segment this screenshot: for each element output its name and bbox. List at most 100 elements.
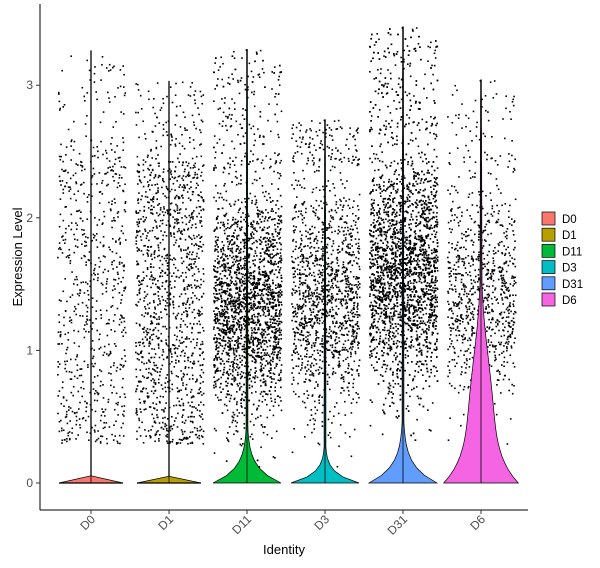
data-point xyxy=(244,274,246,277)
data-point xyxy=(99,309,102,311)
data-point xyxy=(236,421,238,424)
data-point xyxy=(136,260,138,263)
data-point xyxy=(192,177,194,179)
data-point xyxy=(148,307,150,310)
data-point xyxy=(143,300,145,302)
data-point xyxy=(188,264,190,266)
data-point xyxy=(117,157,120,159)
data-point xyxy=(188,251,191,253)
data-point xyxy=(231,369,234,371)
data-point xyxy=(269,216,271,218)
data-point xyxy=(60,300,62,302)
data-point xyxy=(270,306,273,308)
data-point xyxy=(224,215,226,218)
data-point xyxy=(275,336,278,339)
data-point xyxy=(278,294,280,296)
data-point xyxy=(215,307,217,309)
data-point xyxy=(280,347,282,350)
data-point xyxy=(229,340,231,343)
data-point xyxy=(301,358,303,360)
data-point xyxy=(103,351,106,354)
data-point xyxy=(213,100,215,102)
data-point xyxy=(176,205,179,207)
data-point xyxy=(263,312,265,314)
data-point xyxy=(214,270,216,272)
data-point xyxy=(218,288,221,291)
data-point xyxy=(185,303,187,306)
data-point xyxy=(232,78,234,80)
data-point xyxy=(154,308,156,310)
data-point xyxy=(276,354,278,356)
data-point xyxy=(334,342,337,345)
data-point xyxy=(123,317,125,319)
data-point xyxy=(306,370,308,372)
data-point xyxy=(243,295,245,297)
data-point xyxy=(146,249,149,251)
data-point xyxy=(237,133,239,136)
data-point xyxy=(251,332,253,334)
data-point xyxy=(190,297,193,299)
data-point xyxy=(112,238,114,240)
data-point xyxy=(158,267,161,269)
data-point xyxy=(278,323,281,325)
data-point xyxy=(138,419,141,422)
data-point xyxy=(187,443,189,445)
data-point xyxy=(168,224,171,226)
data-point xyxy=(169,303,171,306)
data-point xyxy=(187,366,190,369)
data-point xyxy=(107,183,109,186)
data-point xyxy=(346,245,348,248)
data-point xyxy=(308,273,310,276)
data-point xyxy=(230,361,233,363)
data-point xyxy=(156,323,158,325)
data-point xyxy=(186,266,188,269)
data-point xyxy=(159,259,162,262)
data-point xyxy=(57,361,59,363)
data-point xyxy=(233,353,236,356)
data-point xyxy=(154,293,157,295)
data-point xyxy=(251,413,253,415)
data-point xyxy=(85,304,88,307)
data-point xyxy=(234,377,237,379)
data-point xyxy=(231,330,234,333)
data-point xyxy=(79,424,81,426)
data-point xyxy=(274,315,277,317)
data-point xyxy=(184,307,187,310)
data-point xyxy=(276,357,279,360)
data-point xyxy=(163,409,165,411)
data-point xyxy=(353,335,355,338)
data-point xyxy=(227,346,230,348)
data-point xyxy=(238,302,240,305)
data-point xyxy=(234,200,237,203)
data-point xyxy=(272,316,275,319)
data-point xyxy=(83,254,85,257)
data-point xyxy=(213,452,216,454)
data-point xyxy=(151,425,154,428)
data-point xyxy=(114,314,116,316)
data-point xyxy=(59,335,62,338)
data-point xyxy=(96,224,99,226)
data-point xyxy=(213,387,215,389)
data-point xyxy=(108,322,110,325)
data-point xyxy=(349,435,351,438)
data-point xyxy=(261,260,263,263)
data-point xyxy=(144,161,147,163)
data-point xyxy=(87,236,89,239)
data-point xyxy=(229,347,231,350)
data-point xyxy=(244,88,247,91)
data-point xyxy=(113,217,115,219)
data-point xyxy=(345,307,348,310)
data-point xyxy=(177,269,179,272)
data-point xyxy=(160,145,162,148)
data-point xyxy=(259,134,261,137)
data-point xyxy=(181,164,184,166)
data-point xyxy=(259,341,261,344)
data-point xyxy=(223,320,226,322)
data-point xyxy=(255,239,257,242)
data-point xyxy=(193,124,196,126)
data-point xyxy=(334,406,336,408)
data-point xyxy=(304,296,307,298)
data-point xyxy=(253,331,255,334)
points-D3 xyxy=(291,119,361,468)
data-point xyxy=(321,396,323,398)
